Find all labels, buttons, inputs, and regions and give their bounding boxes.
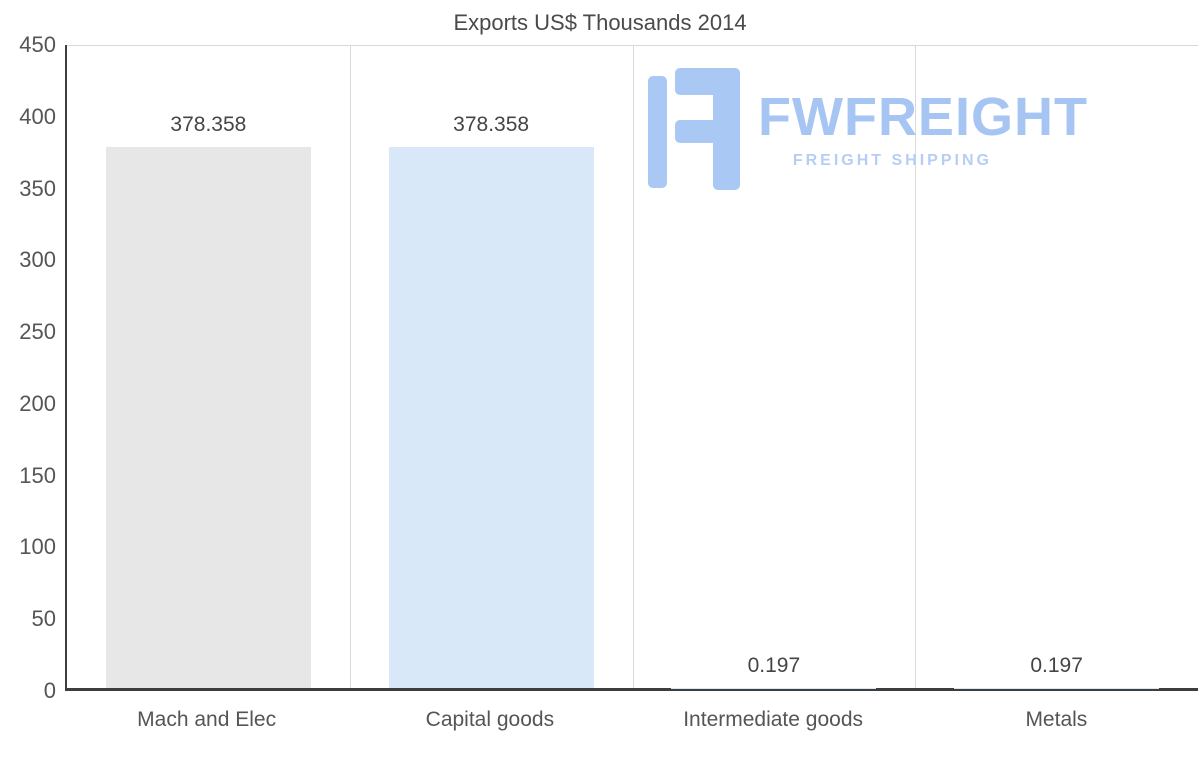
y-axis: 0 50 100 150 200 250 300 350 400 450 [0,32,56,703]
bar [105,147,311,688]
plot-area: 378.358 378.358 0.197 0.197 [65,45,1198,691]
y-tick-label: 200 [19,390,56,416]
vertical-gridline [632,45,634,688]
y-tick-label: 250 [19,319,56,345]
y-tick-label: 150 [19,462,56,488]
x-tick-label: Mach and Elec [137,708,277,731]
y-tick-label: 50 [31,606,56,632]
bar-value-label: 0.197 [1030,653,1083,677]
bar-value-label: 378.358 [170,113,247,137]
bar-value-label: 0.197 [747,653,801,677]
y-tick-label: 300 [19,247,56,273]
y-tick-label: 450 [19,32,56,57]
x-axis: Mach and Elec Capital goods Intermediate g… [65,700,1198,740]
vertical-gridline [349,45,351,688]
y-tick-label: 350 [19,175,56,201]
vertical-gridline [915,45,917,688]
x-tick-label: Metals [1025,708,1088,731]
bar-value-label: 378.358 [453,113,530,137]
y-tick-label: 400 [19,103,56,129]
x-tick-label: Capital goods [425,708,555,731]
y-tick-label: 100 [19,534,56,560]
chart-title: Exports US$ Thousands 2014 [453,10,747,35]
y-tick-label: 0 [43,678,56,703]
bar [388,147,594,688]
x-tick-label: Intermediate goods [683,708,864,731]
